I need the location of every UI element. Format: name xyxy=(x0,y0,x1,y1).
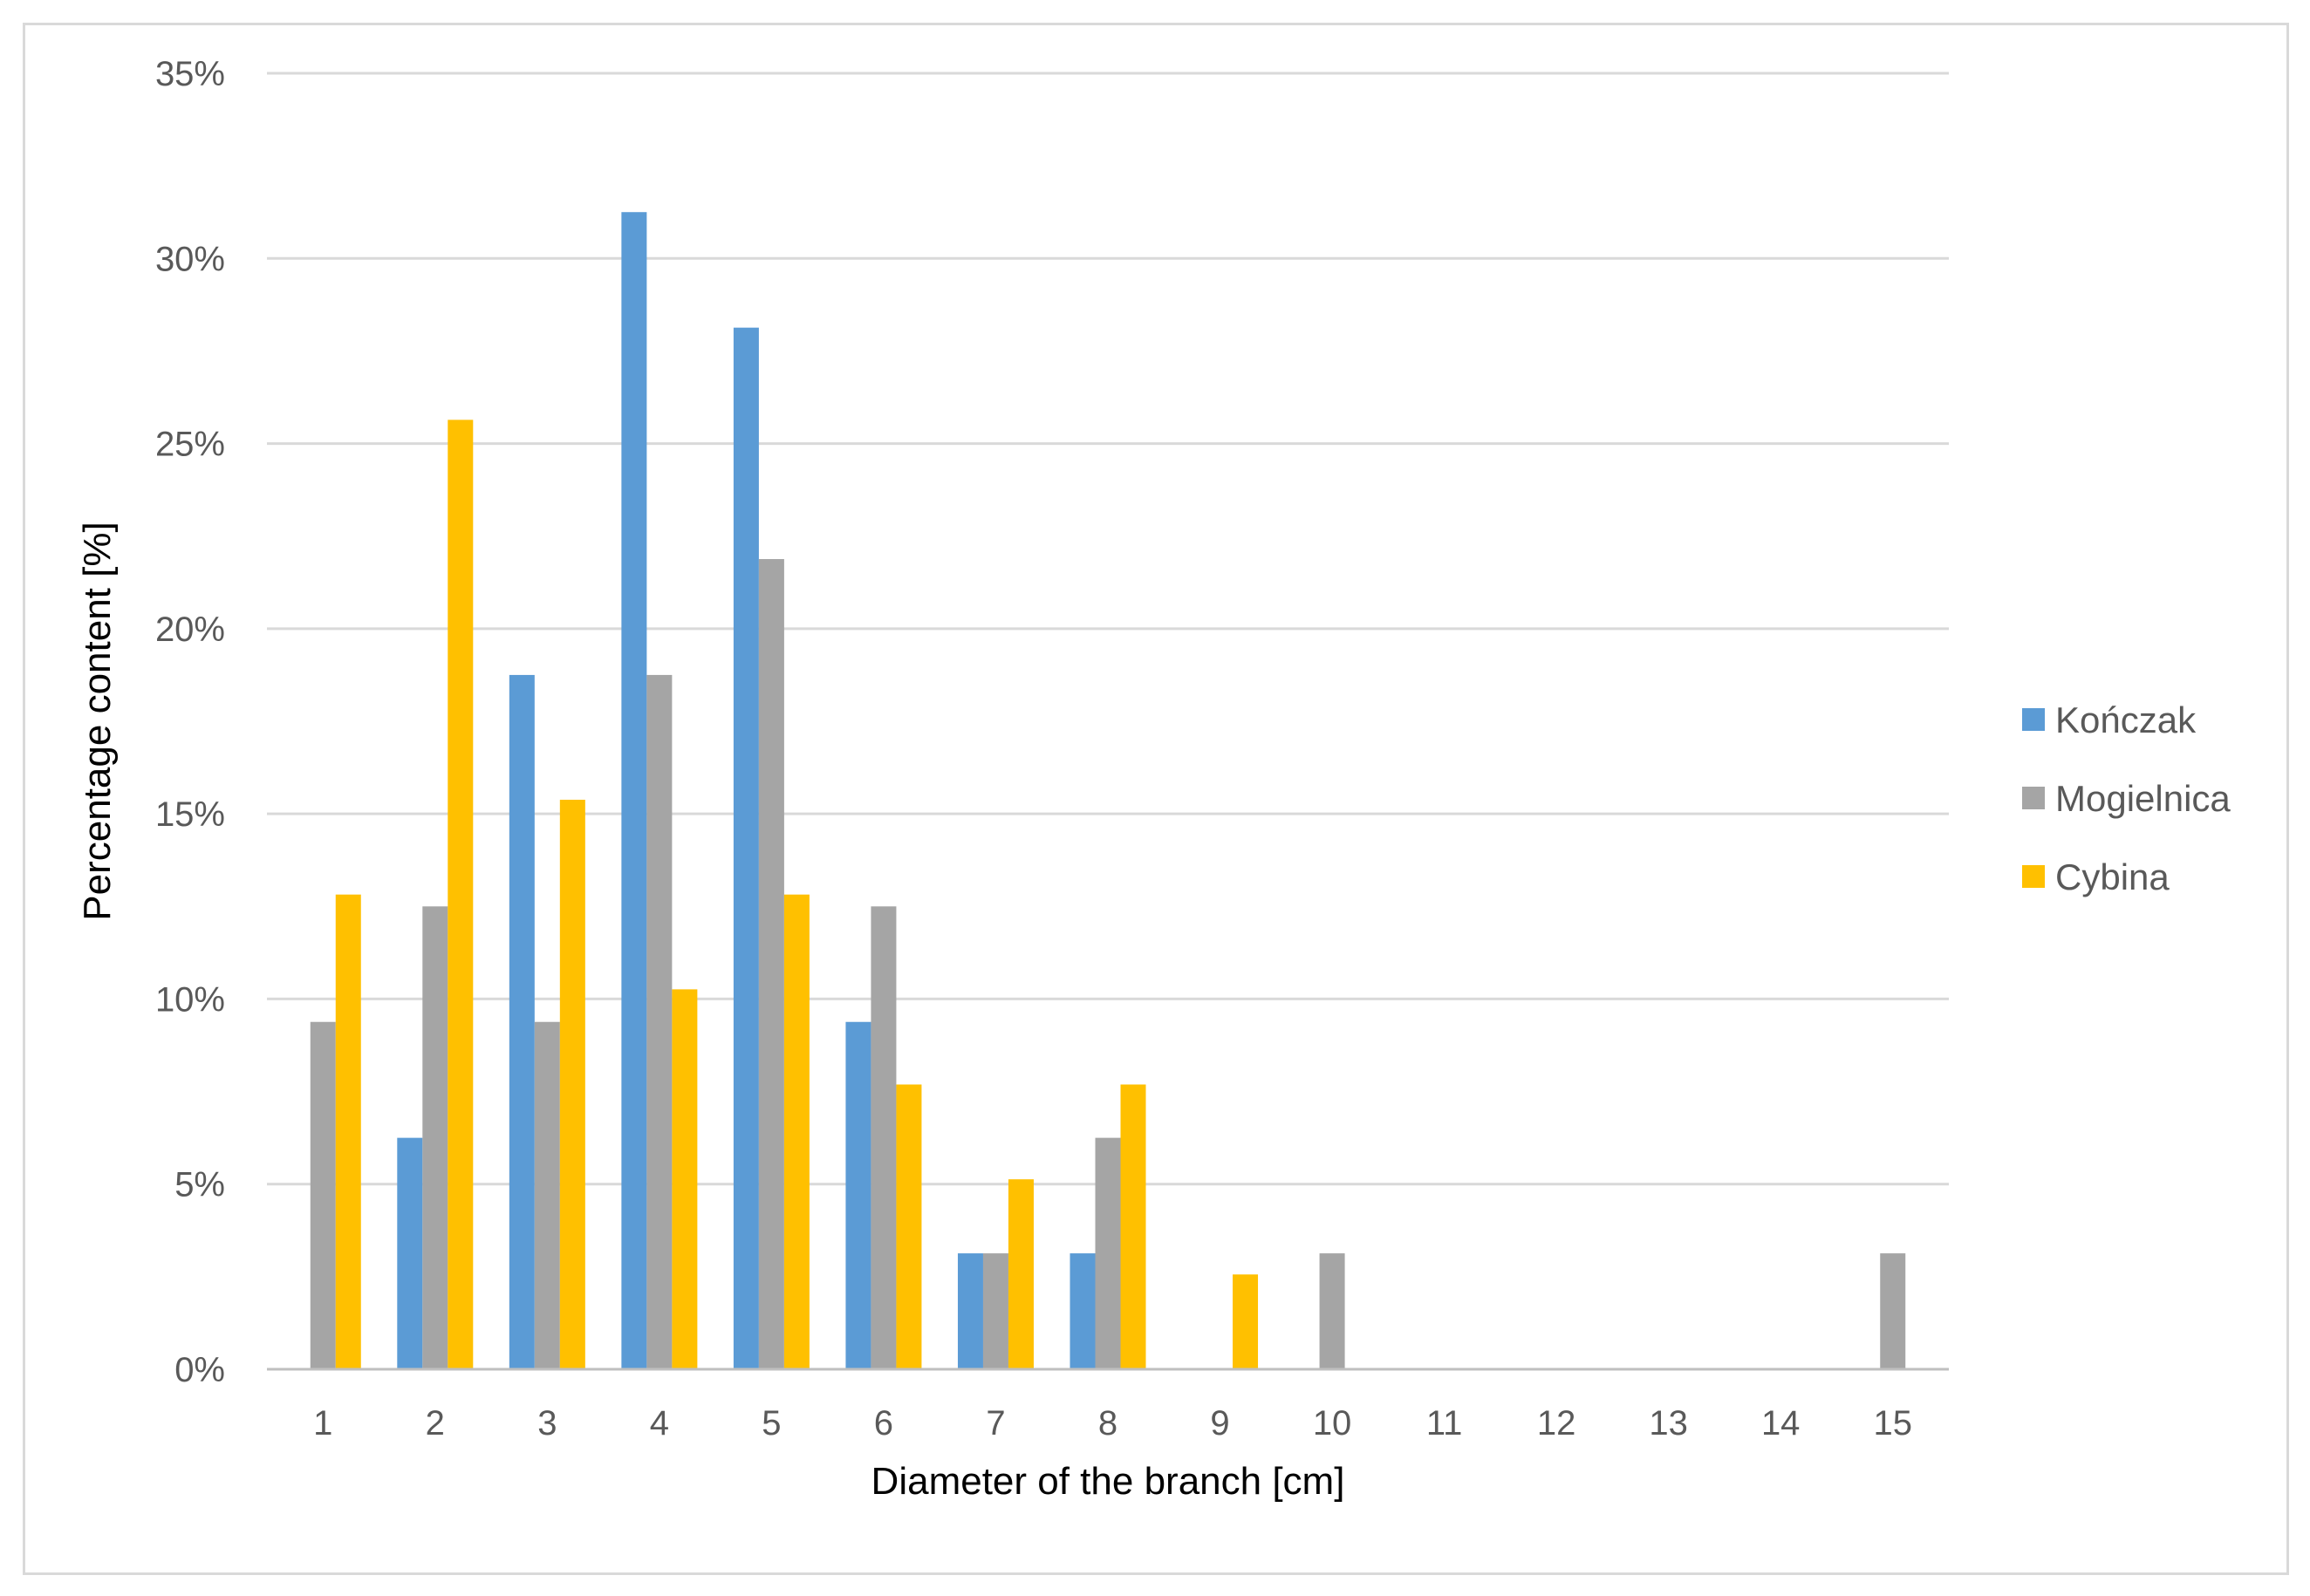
x-tick-label: 2 xyxy=(426,1404,445,1443)
legend-swatch-cybina xyxy=(2022,865,2045,888)
x-tick-label: 15 xyxy=(1873,1404,1912,1443)
bar-cybina-1 xyxy=(335,894,361,1369)
bar-ko-czak-2 xyxy=(397,1137,423,1369)
x-axis-tick-labels: 1 2 3 4 5 6 7 8 9 10 11 12 13 14 15 xyxy=(313,1404,1912,1443)
bar-ko-czak-4 xyxy=(621,212,647,1370)
bar-ko-czak-5 xyxy=(733,327,759,1370)
y-tick-label: 15% xyxy=(155,795,225,834)
legend-swatch-mogielnica xyxy=(2022,787,2045,809)
bar-ko-czak-8 xyxy=(1070,1253,1096,1369)
bar-mogielnica-6 xyxy=(871,906,897,1369)
bars xyxy=(310,212,1906,1370)
bar-mogielnica-5 xyxy=(758,559,784,1369)
legend-label: Kończak xyxy=(2055,699,2197,740)
bar-mogielnica-4 xyxy=(646,674,673,1369)
bar-cybina-6 xyxy=(896,1084,922,1369)
x-tick-label: 3 xyxy=(537,1404,557,1443)
y-axis-title: Percentage content [%] xyxy=(76,522,119,920)
y-tick-label: 10% xyxy=(155,980,225,1019)
bar-mogielnica-2 xyxy=(422,906,448,1369)
legend-swatch-ko-czak xyxy=(2022,708,2045,731)
x-tick-label: 14 xyxy=(1761,1404,1801,1443)
bar-mogielnica-3 xyxy=(534,1021,560,1369)
bar-cybina-8 xyxy=(1120,1084,1146,1369)
x-tick-label: 1 xyxy=(313,1404,332,1443)
x-tick-label: 5 xyxy=(762,1404,781,1443)
bar-cybina-4 xyxy=(672,989,698,1369)
x-tick-label: 4 xyxy=(650,1404,669,1443)
bar-mogielnica-7 xyxy=(982,1253,1008,1369)
y-tick-label: 5% xyxy=(174,1166,225,1204)
bar-cybina-5 xyxy=(783,894,810,1369)
x-tick-label: 6 xyxy=(874,1404,893,1443)
x-tick-label: 7 xyxy=(986,1404,1005,1443)
x-tick-label: 10 xyxy=(1313,1404,1352,1443)
y-tick-label: 25% xyxy=(155,426,225,464)
bar-mogielnica-10 xyxy=(1319,1253,1345,1369)
x-tick-label: 13 xyxy=(1649,1404,1688,1443)
legend: Kończak Mogielnica Cybina xyxy=(2022,699,2231,897)
x-tick-label: 12 xyxy=(1537,1404,1576,1443)
x-axis-title: Diameter of the branch [cm] xyxy=(871,1460,1345,1503)
bar-ko-czak-3 xyxy=(509,674,535,1369)
legend-label: Cybina xyxy=(2055,856,2170,897)
x-tick-label: 9 xyxy=(1210,1404,1229,1443)
bar-ko-czak-6 xyxy=(845,1021,871,1369)
x-tick-label: 8 xyxy=(1098,1404,1117,1443)
y-tick-label: 20% xyxy=(155,610,225,649)
bar-ko-czak-7 xyxy=(957,1253,983,1369)
y-tick-label: 0% xyxy=(174,1351,225,1389)
legend-label: Mogielnica xyxy=(2055,778,2231,819)
bar-mogielnica-1 xyxy=(310,1021,336,1369)
bar-mogielnica-15 xyxy=(1880,1253,1906,1369)
bar-mogielnica-8 xyxy=(1095,1137,1121,1369)
y-tick-label: 35% xyxy=(155,55,225,93)
bar-cybina-9 xyxy=(1233,1274,1259,1369)
bar-cybina-7 xyxy=(1008,1179,1034,1369)
x-tick-label: 11 xyxy=(1426,1404,1463,1443)
y-tick-label: 30% xyxy=(155,240,225,278)
bar-cybina-2 xyxy=(448,419,474,1369)
y-axis-tick-labels: 0% 5% 10% 15% 20% 25% 30% 35% xyxy=(155,55,225,1389)
bar-cybina-3 xyxy=(559,800,585,1369)
